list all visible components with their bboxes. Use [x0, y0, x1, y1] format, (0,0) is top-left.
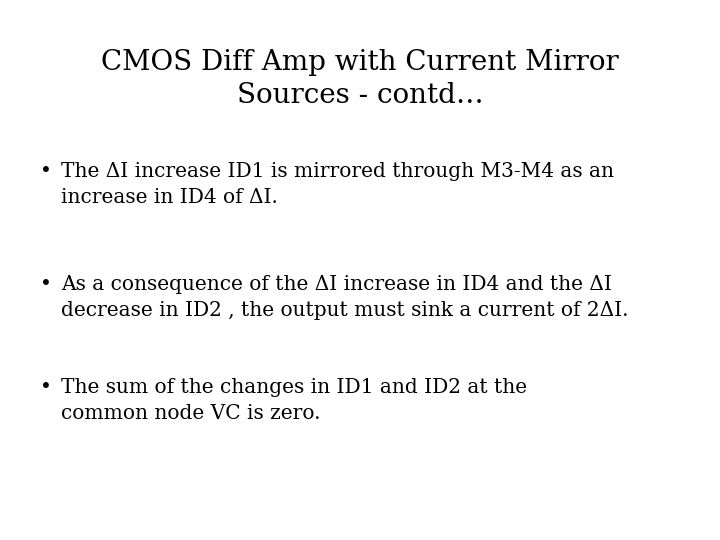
Text: As a consequence of the ΔI increase in ID4 and the ΔI
decrease in ID2 , the outp: As a consequence of the ΔI increase in I…	[61, 275, 629, 320]
Text: •: •	[40, 378, 51, 397]
Text: The sum of the changes in ID1 and ID2 at the
common node VC is zero.: The sum of the changes in ID1 and ID2 at…	[61, 378, 527, 423]
Text: CMOS Diff Amp with Current Mirror
Sources - contd…: CMOS Diff Amp with Current Mirror Source…	[101, 49, 619, 109]
Text: •: •	[40, 275, 51, 294]
Text: •: •	[40, 162, 51, 181]
Text: The ΔI increase ID1 is mirrored through M3-M4 as an
increase in ID4 of ΔI.: The ΔI increase ID1 is mirrored through …	[61, 162, 614, 207]
